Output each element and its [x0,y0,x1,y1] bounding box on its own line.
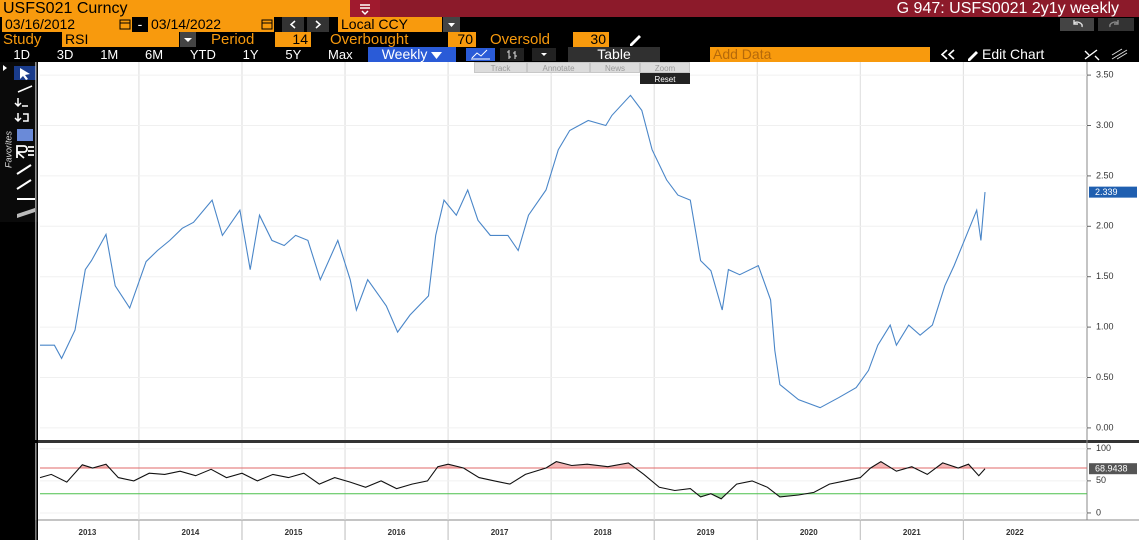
period-button[interactable]: 1Y [242,47,259,62]
trend-tool[interactable] [16,164,32,175]
chart-type-dropdown[interactable] [532,48,556,61]
line-series [40,94,986,409]
area-tool[interactable] [17,208,35,218]
y-tick-label: 50 [1096,475,1106,485]
last-value-label: 68.9438 [1095,464,1128,474]
oversold-label: Oversold [490,32,551,47]
undo-button[interactable] [1060,18,1094,31]
line-chart-button[interactable] [466,48,495,61]
period-button[interactable]: 1M [100,47,119,62]
percent-tool[interactable] [14,98,28,108]
currency-field[interactable]: Local CCY [338,17,442,32]
prev-button[interactable] [282,17,304,32]
last-value-label: 2.339 [1095,187,1118,197]
y-tick-label: 1.00 [1096,321,1114,331]
favorites-label: Favorites [3,130,13,168]
edit-chart-button[interactable]: Edit Chart [982,47,1045,62]
y-tick-label: 0.00 [1096,422,1114,432]
dollar-tool[interactable] [14,113,29,123]
oversold-field[interactable]: 30 [573,32,609,47]
line-series [39,460,986,500]
add-data-field[interactable]: Add Data [710,47,930,62]
pointer-icon [20,68,30,80]
frequency-text: Weekly [381,47,428,62]
redo-button[interactable] [1098,18,1134,31]
settings-icon[interactable] [1080,47,1104,62]
study-label: Study [3,32,42,47]
x-tick-label: 2013 [79,528,97,537]
fib-tool[interactable] [17,129,33,141]
x-tick-label: 2021 [903,528,921,537]
study-dropdown[interactable] [180,32,196,47]
chart-tool[interactable]: Track [474,62,527,73]
x-tick-label: 2022 [1006,528,1024,537]
period-button[interactable]: Max [328,47,353,62]
x-tick-label: 2020 [800,528,818,537]
collapse-button[interactable] [936,47,960,62]
r-tool[interactable] [16,145,34,159]
period-button[interactable]: 3D [56,47,74,62]
security-field[interactable]: USFS021 Curncy [0,0,350,17]
sidebar [0,62,38,222]
y-tick-label: 100 [1096,443,1111,453]
period-button[interactable]: 5Y [285,47,302,62]
overbought-label: Overbought [330,32,409,47]
y-tick-label: 3.50 [1096,69,1114,79]
menu-icon [360,4,370,16]
window-title: G 947: USFS0021 2y1y weekly [380,0,1139,17]
last-value-box [1089,463,1137,475]
channel-tool[interactable] [16,179,32,190]
x-tick-label: 2017 [491,528,509,537]
y-tick-label: 2.00 [1096,221,1114,231]
frequency-button[interactable]: Weekly [368,47,456,62]
start-date[interactable]: 03/16/2012 [2,17,118,32]
chart-background [38,62,1139,540]
next-button[interactable] [307,17,329,32]
x-tick-label: 2018 [594,528,612,537]
calendar-icon[interactable] [260,17,274,32]
chart-tool[interactable]: Annotate [527,62,590,73]
y-tick-label: 0 [1096,507,1101,517]
sidebar-arrow [3,65,7,71]
chart-tool[interactable]: News [590,62,640,73]
chart-tool[interactable]: Zoom [640,62,690,73]
edit-study-icon[interactable] [626,32,646,47]
line-tool[interactable] [17,85,33,93]
period-button[interactable]: 6M [145,47,164,62]
period-buttons: 1D 3D 1M 6M YTD 1Y 5Y Max [0,47,366,62]
currency-dropdown[interactable] [443,17,460,32]
y-tick-label: 3.00 [1096,120,1114,130]
band-fill [79,461,972,469]
x-tick-label: 2019 [697,528,715,537]
end-date[interactable]: 03/14/2022 [148,17,260,32]
bar-chart-button[interactable] [500,48,524,61]
period-field[interactable]: 14 [275,32,311,47]
reset-button[interactable]: Reset [640,73,690,84]
y-tick-label: 0.50 [1096,372,1114,382]
period-label: Period [211,32,255,47]
y-tick-label: 2.50 [1096,170,1114,180]
options-icon[interactable] [1108,47,1132,62]
period-button[interactable]: YTD [189,47,216,62]
x-tick-label: 2016 [388,528,406,537]
last-value-box [1089,186,1137,198]
y-tick-label: 1.50 [1096,271,1114,281]
edit-chart-icon[interactable] [966,47,980,62]
study-field[interactable]: RSI [62,32,179,47]
x-tick-label: 2015 [285,528,303,537]
period-button[interactable]: 1D [13,47,31,62]
panel-divider [38,440,1139,443]
calendar-icon[interactable] [118,17,132,32]
table-button[interactable]: Table [568,47,660,62]
date-separator: - [137,17,143,32]
menu-button[interactable] [350,0,380,17]
x-tick-label: 2014 [182,528,200,537]
overbought-field[interactable]: 70 [448,32,476,47]
